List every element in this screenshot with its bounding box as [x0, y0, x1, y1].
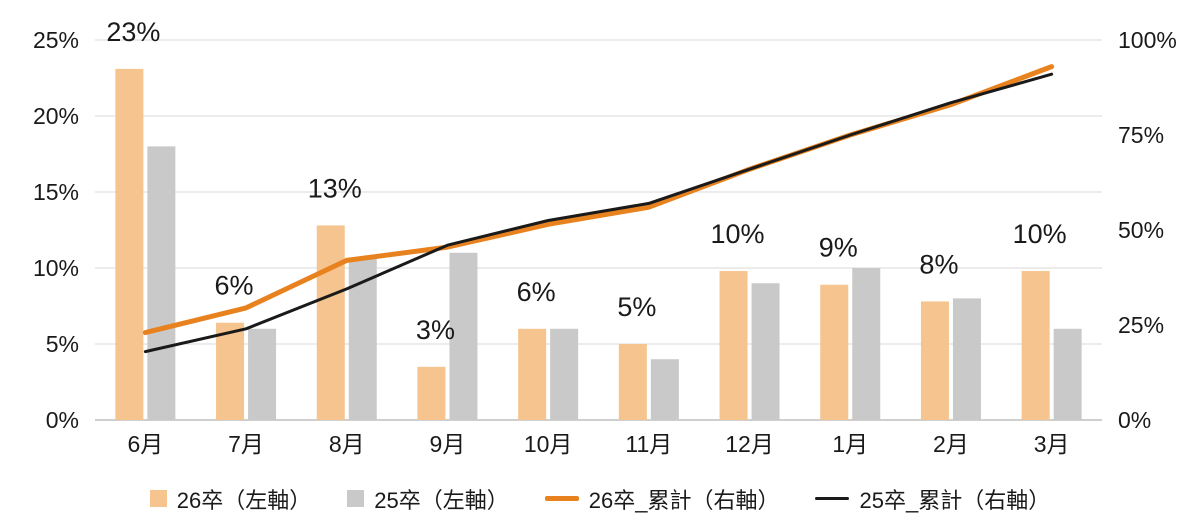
legend-label-line-26: 26卒_累計（右軸） [588, 487, 780, 513]
left-axis-tick-label: 0% [46, 407, 79, 433]
data-label: 8% [919, 249, 958, 279]
data-label: 23% [106, 17, 160, 47]
bar-25 [650, 359, 679, 420]
x-axis-label: 3月 [1034, 431, 1070, 457]
bar-25 [852, 268, 881, 420]
x-axis-label: 10月 [524, 431, 573, 457]
x-axis-label: 1月 [832, 431, 868, 457]
data-label: 13% [308, 173, 362, 203]
right-axis-tick-label: 0% [1118, 407, 1151, 433]
x-axis-label: 7月 [228, 431, 264, 457]
left-axis-tick-label: 15% [33, 179, 79, 205]
legend-item-line-26: 26卒_累計（右軸） [544, 483, 780, 515]
cumulative-line-25 [143, 72, 1054, 354]
right-axis-tick-label: 50% [1118, 217, 1164, 243]
bar-25 [248, 328, 277, 420]
x-axis-label: 11月 [625, 431, 672, 457]
right-axis-tick-label: 25% [1118, 312, 1164, 338]
right-axis-tick-label: 100% [1118, 27, 1177, 53]
bar-25 [147, 146, 176, 420]
combo-chart-canvas: 0% 5% 10% 15% 20% 25% 0% 25% 50% 75% 100% 6月 7月 8月 9月 1… [33, 17, 1177, 457]
legend-label-bar-25: 25卒（左軸） [374, 487, 509, 513]
left-axis-tick-label: 20% [33, 103, 79, 129]
bar-26 [417, 366, 446, 420]
left-axis-tick-label: 25% [33, 27, 79, 53]
data-label: 5% [617, 292, 656, 322]
chart-legend: 26卒（左軸） 25卒（左軸） 26卒_累計（右軸） 25卒_累計（右軸） [0, 466, 1200, 531]
cumulative-line-26 [142, 64, 1055, 336]
bar-26 [216, 322, 245, 420]
legend-swatch-line-25 [815, 497, 850, 500]
x-axis-label: 9月 [430, 431, 466, 457]
bar-26 [719, 271, 748, 420]
bar-26 [115, 68, 144, 420]
x-axis-label: 12月 [725, 431, 774, 457]
bar-26 [1021, 271, 1050, 420]
data-label: 6% [215, 271, 254, 301]
data-label: 3% [416, 315, 455, 345]
data-label: 10% [711, 219, 765, 249]
legend-item-bar-25: 25卒（左軸） [347, 483, 509, 515]
x-axis-label: 2月 [933, 431, 969, 457]
data-label: 6% [517, 277, 556, 307]
left-axis-tick-label: 10% [33, 255, 79, 281]
legend-label-bar-26: 26卒（左軸） [176, 487, 312, 513]
x-axis-label: 6月 [127, 431, 163, 457]
legend-swatch-bar-26 [149, 490, 167, 507]
bar-26 [920, 301, 949, 420]
legend-label-line-25: 25卒_累計（右軸） [859, 487, 1051, 513]
bar-26 [820, 284, 849, 420]
legend-item-bar-26: 26卒（左軸） [149, 483, 312, 515]
data-label: 10% [1013, 219, 1067, 249]
x-axis-label: 8月 [329, 431, 365, 457]
bar-26 [618, 344, 647, 420]
bar-25 [550, 328, 579, 420]
legend-swatch-bar-25 [347, 490, 365, 507]
bar-25 [1053, 328, 1082, 420]
left-axis-tick-label: 5% [46, 331, 79, 357]
bar-25 [952, 298, 981, 420]
legend-item-line-25: 25卒_累計（右軸） [815, 483, 1050, 515]
legend-swatch-line-26 [544, 496, 579, 501]
bar-26 [518, 328, 547, 420]
bar-25 [751, 283, 780, 420]
right-axis-tick-label: 75% [1118, 122, 1164, 148]
bar-25 [449, 252, 478, 420]
bar-26 [316, 225, 345, 420]
data-label: 9% [819, 233, 858, 263]
